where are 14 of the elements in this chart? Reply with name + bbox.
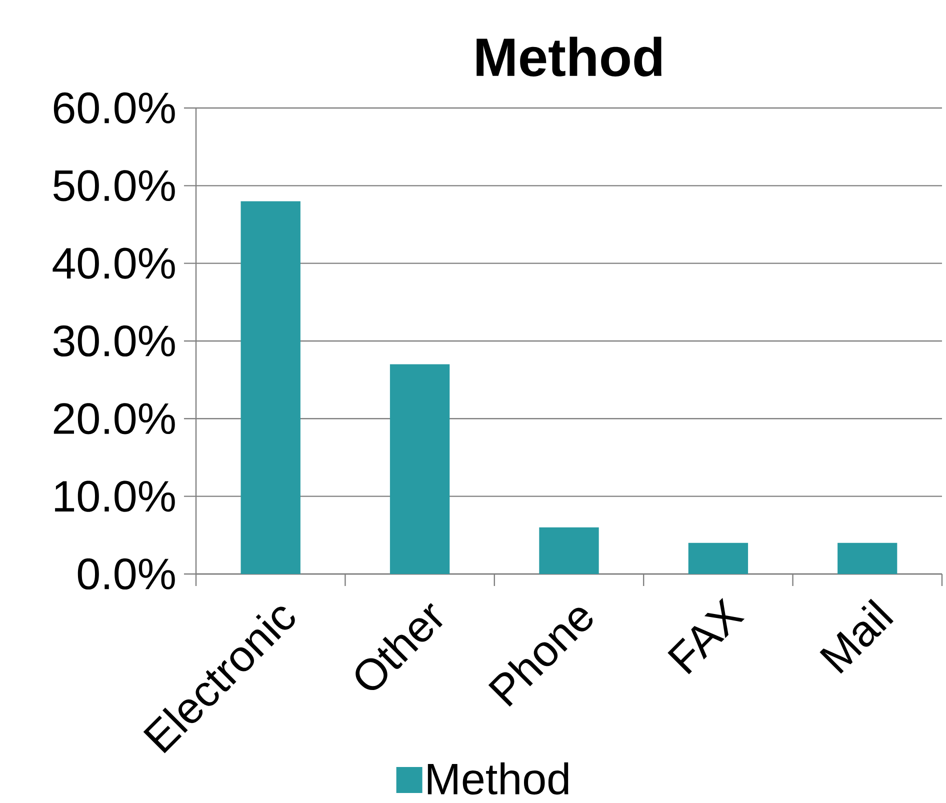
y-tick-label: 30.0% bbox=[53, 325, 175, 357]
bar bbox=[539, 527, 599, 574]
y-tick-label: 10.0% bbox=[55, 480, 175, 512]
y-tick-label: 40.0% bbox=[52, 248, 175, 279]
y-tick-label: 50.0% bbox=[53, 170, 175, 202]
bar bbox=[390, 364, 450, 574]
bar bbox=[688, 542, 748, 574]
y-tick-label: 20.0% bbox=[54, 403, 175, 434]
y-tick-label: 0.0% bbox=[78, 558, 175, 590]
bar bbox=[240, 201, 300, 574]
legend-label: Method bbox=[428, 762, 568, 795]
y-tick-label: 60.0% bbox=[54, 92, 175, 124]
chart-title: Method bbox=[476, 36, 662, 76]
bar bbox=[838, 542, 898, 574]
